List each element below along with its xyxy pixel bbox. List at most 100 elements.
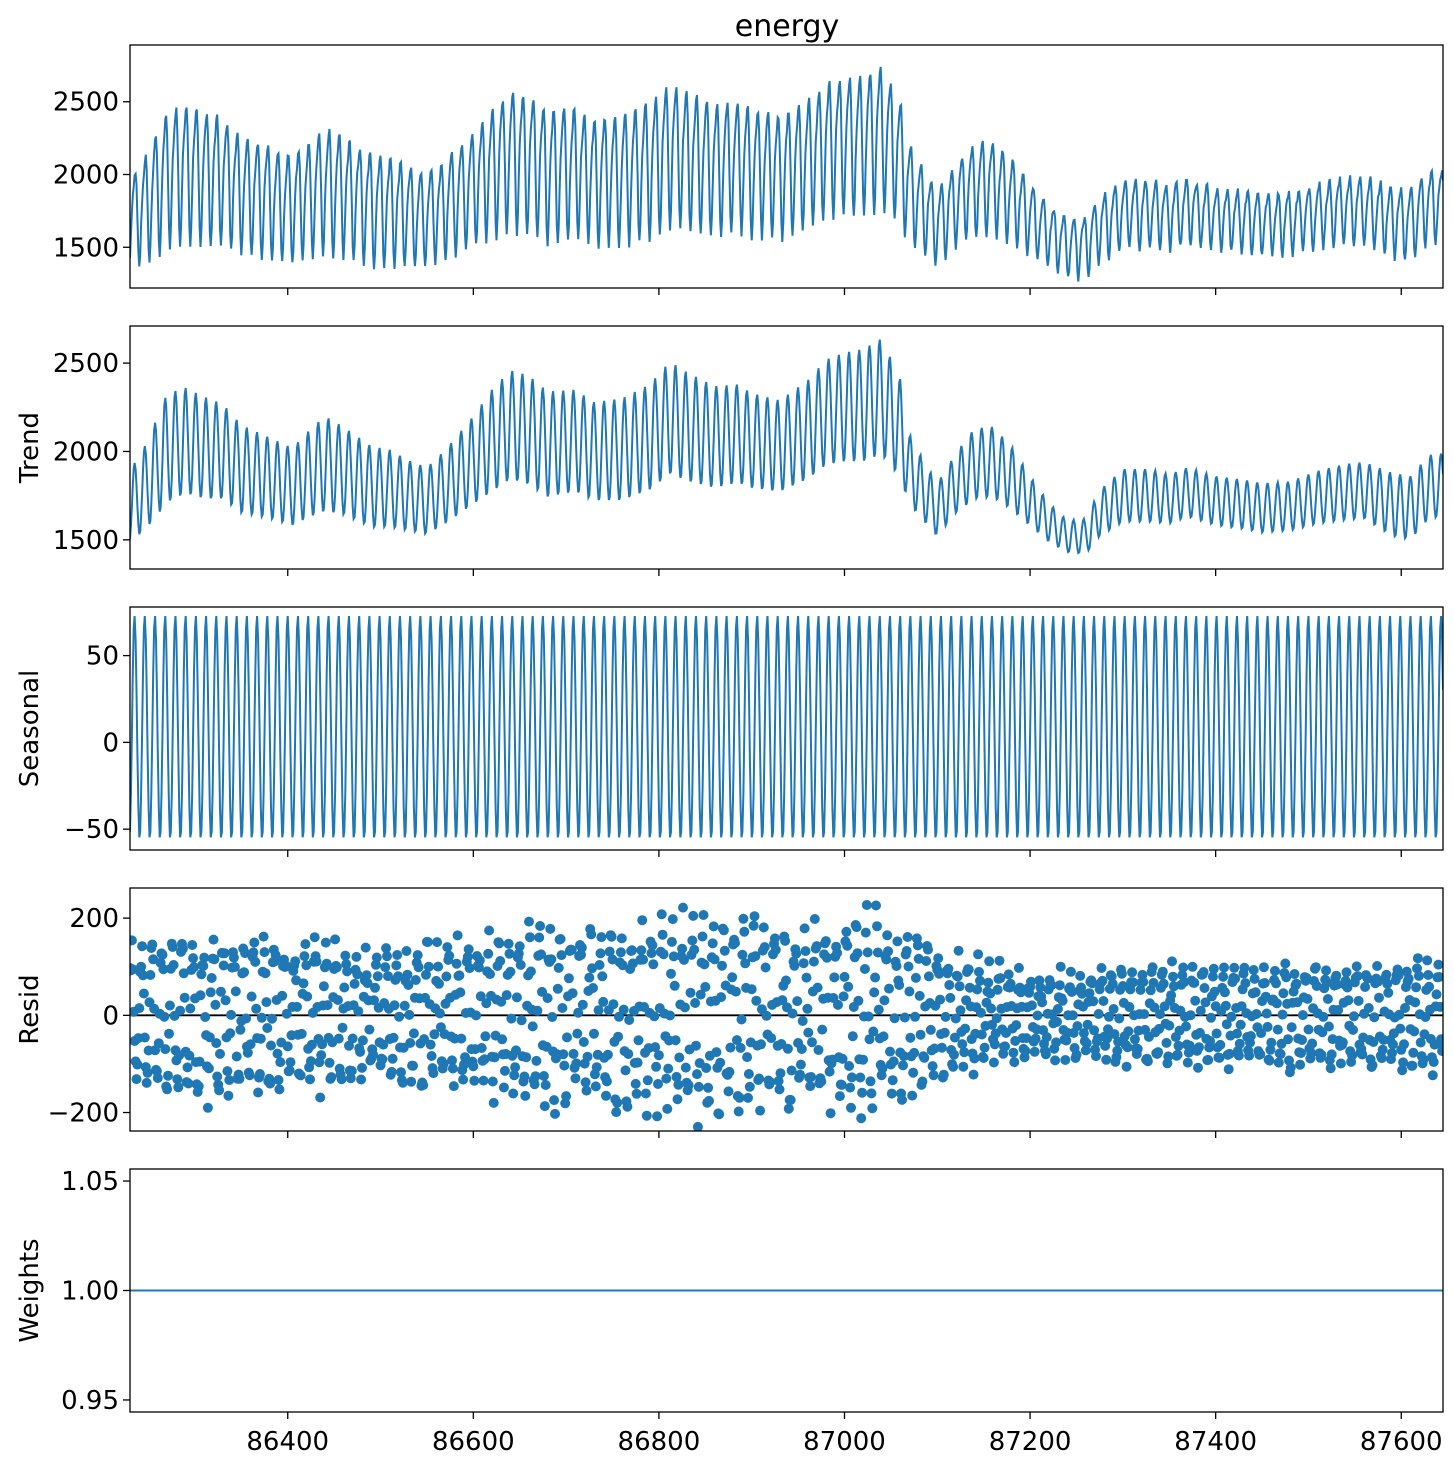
- resid-point: [214, 1085, 225, 1096]
- resid-point: [305, 1056, 316, 1067]
- resid-point: [857, 1087, 868, 1098]
- resid-point: [623, 1049, 634, 1059]
- resid-point: [326, 1072, 337, 1083]
- resid-point: [1067, 1010, 1078, 1021]
- resid-point: [669, 980, 680, 991]
- resid-point: [807, 1037, 817, 1048]
- x-tick-label: 87600: [1360, 1427, 1443, 1457]
- resid-point: [567, 988, 578, 999]
- resid-point: [863, 1011, 874, 1022]
- resid-point: [345, 1073, 356, 1084]
- resid-point: [795, 1069, 805, 1080]
- resid-point: [777, 995, 788, 1006]
- resid-point: [219, 948, 230, 959]
- resid-point: [1205, 1036, 1216, 1046]
- resid-point: [799, 923, 810, 934]
- resid-point: [260, 968, 271, 979]
- resid-point: [515, 959, 526, 970]
- y-tick-label: 0.95: [61, 1386, 119, 1416]
- resid-point: [1394, 1009, 1405, 1020]
- y-tick-label: 2000: [53, 161, 119, 191]
- resid-point: [498, 1082, 509, 1093]
- resid-point: [596, 932, 607, 943]
- resid-point: [1157, 966, 1168, 977]
- resid-point: [719, 945, 730, 956]
- resid-point: [330, 934, 341, 945]
- resid-point: [1249, 973, 1260, 984]
- x-tick-label: 86400: [246, 1427, 329, 1457]
- resid-point: [1078, 1028, 1089, 1039]
- axes-frame: [129, 44, 1444, 289]
- x-tick-label: 86800: [618, 1427, 701, 1457]
- resid-point: [318, 981, 329, 992]
- resid-point: [798, 958, 809, 969]
- resid-point: [222, 1066, 233, 1077]
- resid-point: [1289, 969, 1300, 979]
- resid-point: [1158, 978, 1169, 989]
- resid-point: [881, 954, 892, 965]
- resid-point: [825, 1108, 836, 1119]
- resid-point: [884, 983, 894, 994]
- resid-point: [636, 945, 647, 956]
- resid-point: [530, 1071, 541, 1082]
- resid-point: [1271, 998, 1282, 1009]
- resid-point: [253, 1087, 264, 1098]
- resid-point: [320, 937, 331, 948]
- resid-point: [595, 948, 606, 959]
- resid-point: [469, 1075, 480, 1086]
- resid-point: [559, 1060, 570, 1071]
- resid-point: [907, 1090, 918, 1101]
- resid-point: [1374, 992, 1384, 1003]
- resid-point: [584, 972, 595, 983]
- resid-point: [667, 914, 678, 925]
- resid-point: [1259, 978, 1270, 988]
- resid-point: [198, 960, 209, 971]
- resid-point: [535, 921, 546, 931]
- resid-point: [370, 959, 381, 970]
- resid-point: [309, 932, 320, 943]
- y-tick-label: 50: [86, 642, 119, 672]
- resid-point: [266, 1040, 276, 1051]
- resid-point: [337, 1022, 348, 1033]
- resid-point: [910, 972, 921, 983]
- resid-point: [532, 1005, 543, 1016]
- resid-point: [589, 1028, 599, 1039]
- resid-point: [878, 1031, 889, 1042]
- resid-point: [1418, 1054, 1429, 1065]
- resid-point: [994, 955, 1005, 966]
- resid-point: [193, 1081, 204, 1092]
- resid-point: [211, 1038, 222, 1049]
- resid-point: [499, 1065, 510, 1076]
- resid-point: [1215, 1039, 1226, 1050]
- resid-point: [134, 1003, 145, 1014]
- resid-point: [891, 961, 902, 971]
- resid-point: [692, 1069, 702, 1080]
- resid-point: [865, 1076, 876, 1087]
- resid-point: [598, 996, 609, 1007]
- resid-point: [687, 935, 698, 946]
- resid-point: [782, 1043, 793, 1054]
- resid-point: [1372, 961, 1383, 971]
- resid-point: [870, 972, 881, 983]
- resid-point: [887, 1075, 898, 1086]
- panel-observed: 1500 2000 2500: [53, 44, 1444, 295]
- resid-point: [1114, 1013, 1125, 1024]
- resid-point: [459, 1059, 469, 1070]
- resid-point: [1303, 1024, 1314, 1035]
- y-tick-label: −200: [48, 1099, 119, 1129]
- resid-point: [754, 1073, 765, 1084]
- resid-point: [1198, 967, 1209, 977]
- resid-point: [163, 1070, 173, 1081]
- resid-point: [464, 963, 475, 974]
- resid-point: [244, 1070, 255, 1081]
- resid-point: [458, 1074, 469, 1085]
- resid-point: [1335, 1058, 1346, 1069]
- resid-point: [923, 971, 934, 982]
- resid-point: [485, 969, 495, 980]
- resid-point: [168, 960, 179, 970]
- resid-point: [1066, 987, 1077, 997]
- panel-seasonal: −50 0 50 Seasonal: [15, 606, 1444, 857]
- resid-point: [783, 1103, 794, 1114]
- resid-point: [441, 971, 452, 982]
- y-axis-label: Seasonal: [15, 670, 45, 788]
